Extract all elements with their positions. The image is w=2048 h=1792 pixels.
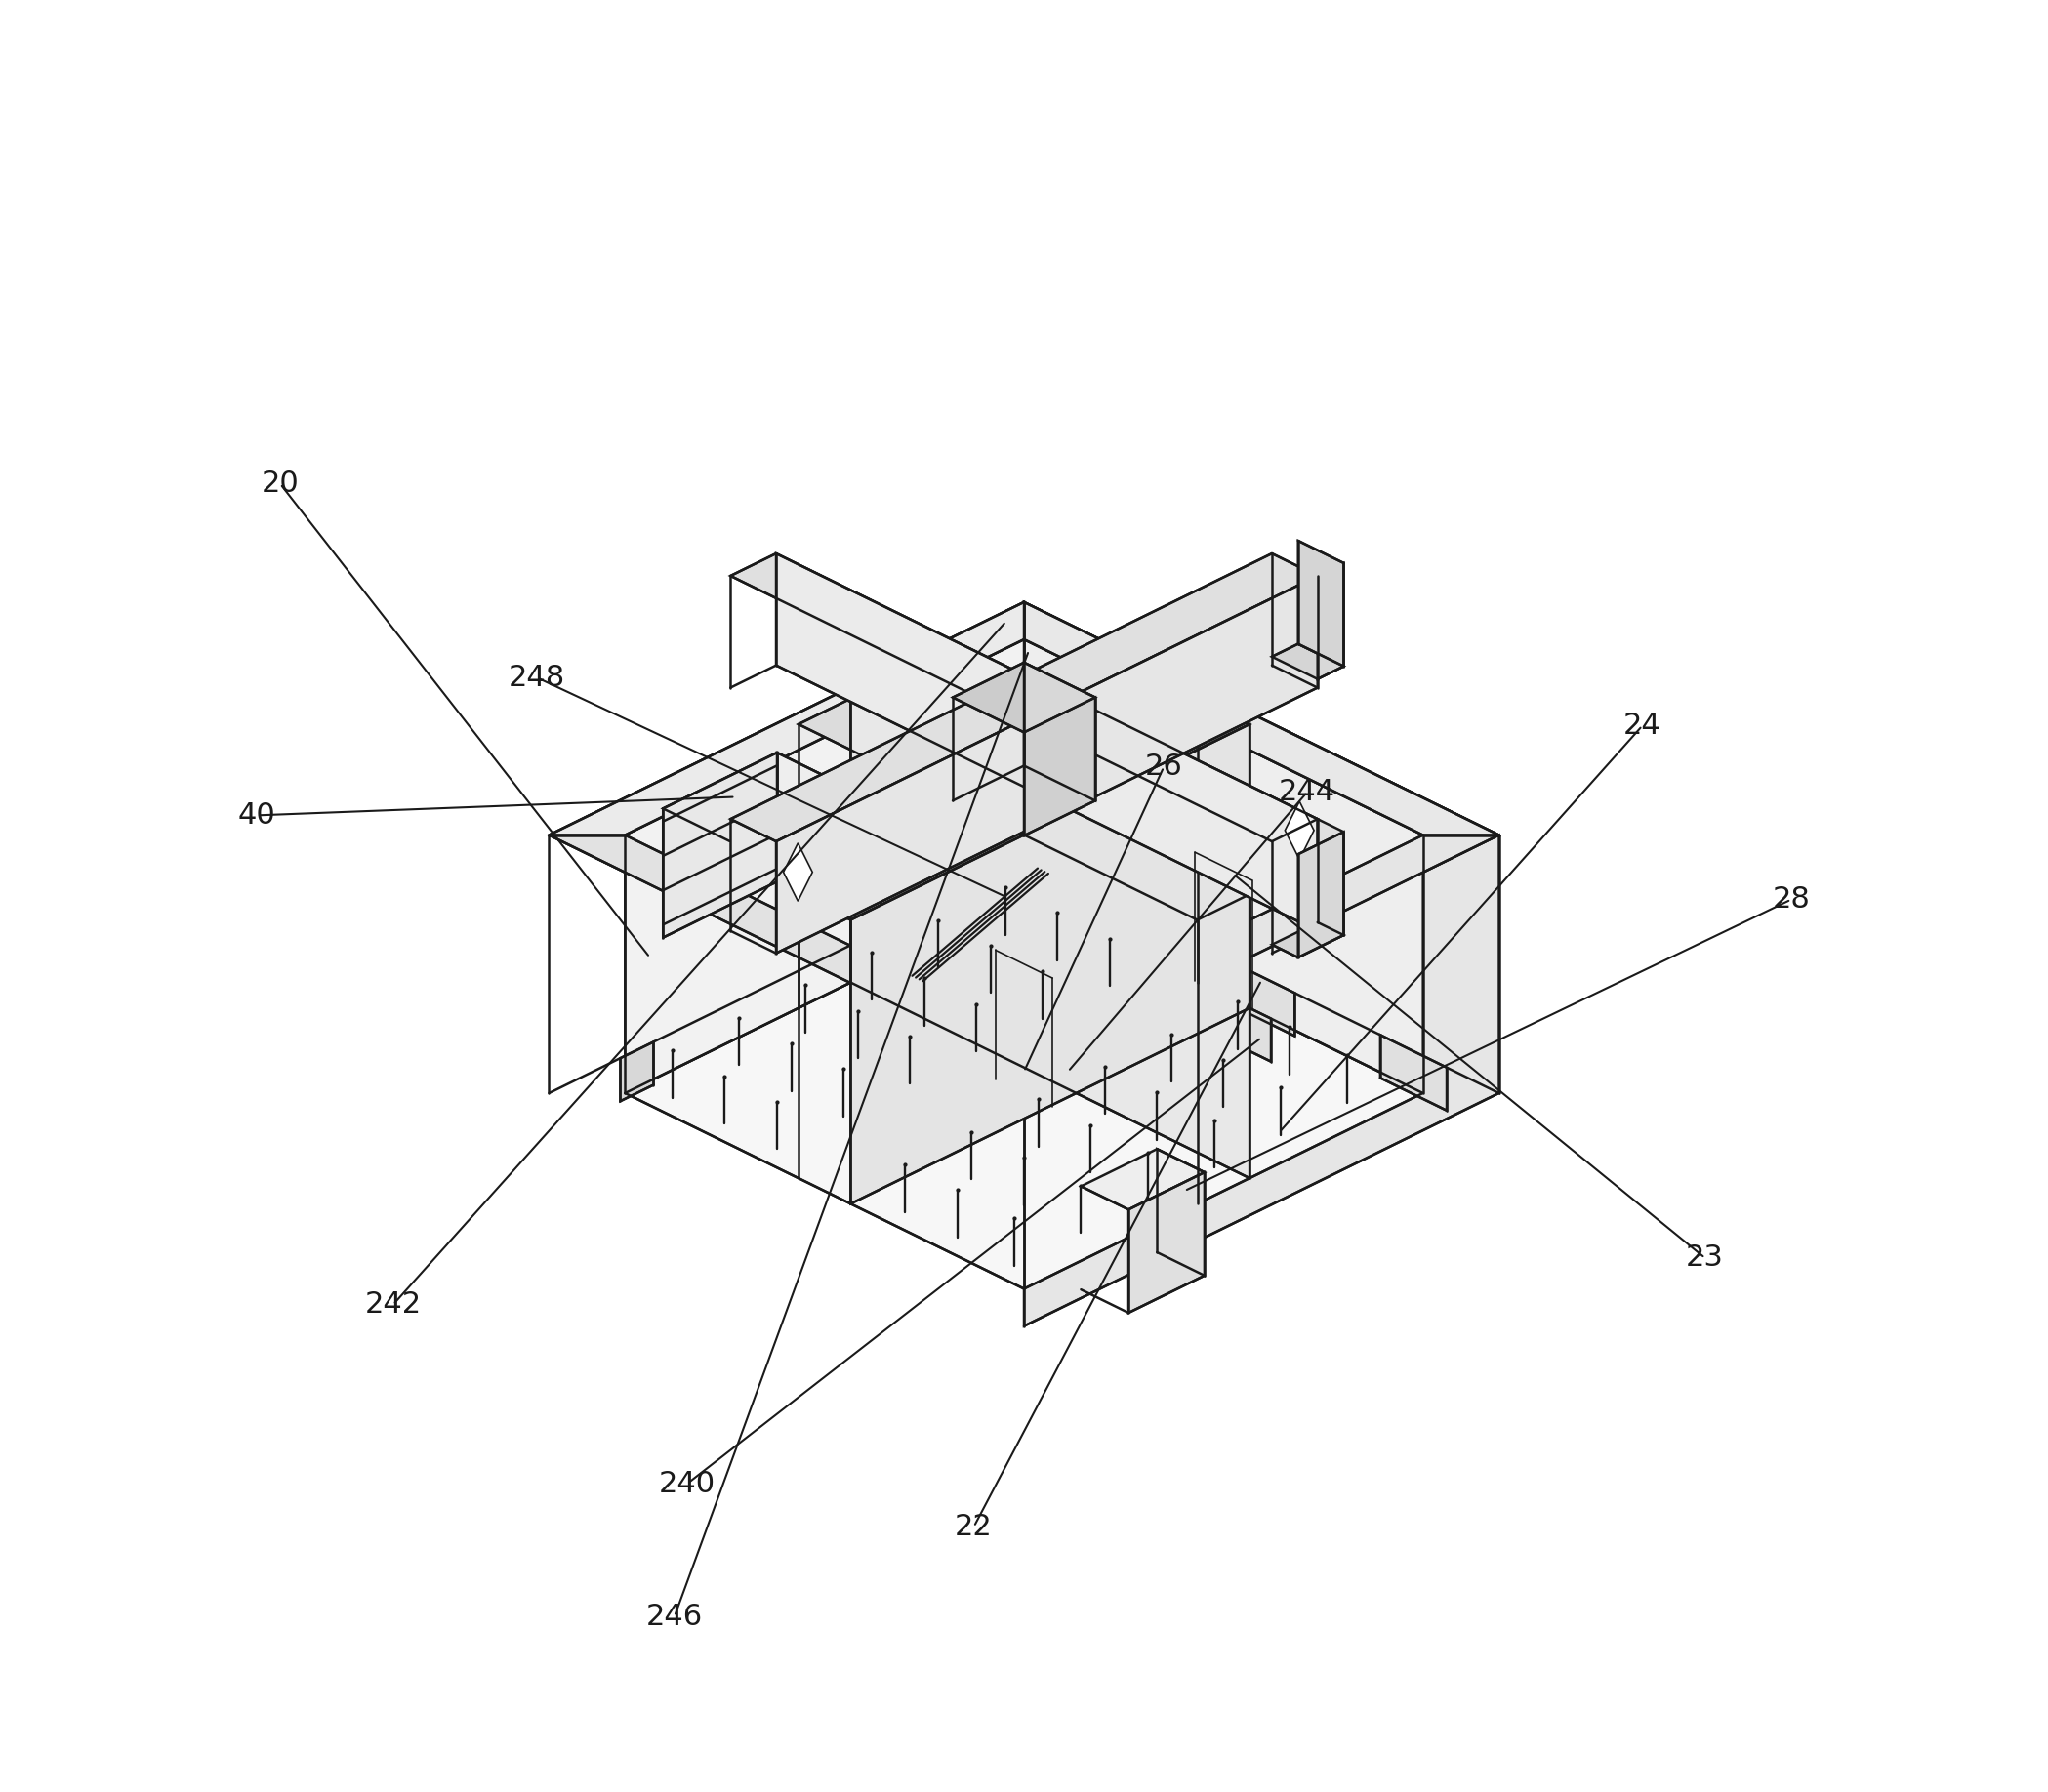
Polygon shape <box>1317 563 1343 679</box>
Text: 26: 26 <box>1145 753 1182 781</box>
Polygon shape <box>1024 835 1499 1068</box>
Polygon shape <box>1024 835 1499 1326</box>
Polygon shape <box>1128 1172 1204 1314</box>
Polygon shape <box>776 554 1317 930</box>
Text: 248: 248 <box>508 663 565 692</box>
Polygon shape <box>1272 643 1343 679</box>
Polygon shape <box>1081 1149 1204 1210</box>
Polygon shape <box>549 602 1024 835</box>
Polygon shape <box>549 602 1499 1068</box>
Polygon shape <box>799 699 1249 919</box>
Text: 20: 20 <box>262 470 299 498</box>
Polygon shape <box>784 842 813 901</box>
Polygon shape <box>776 753 844 914</box>
Polygon shape <box>952 663 1096 733</box>
Polygon shape <box>731 554 1317 842</box>
Polygon shape <box>1233 1000 1272 1061</box>
Text: 22: 22 <box>954 1512 993 1541</box>
Polygon shape <box>1176 971 1214 1034</box>
Polygon shape <box>625 640 1024 1093</box>
Polygon shape <box>1229 961 1294 1036</box>
Polygon shape <box>1024 602 1499 1093</box>
Polygon shape <box>1077 885 1143 961</box>
Text: 246: 246 <box>645 1602 702 1631</box>
Polygon shape <box>1157 1149 1204 1276</box>
Text: 28: 28 <box>1772 885 1810 914</box>
Text: 23: 23 <box>1686 1244 1724 1272</box>
Polygon shape <box>1024 640 1423 1093</box>
Polygon shape <box>1298 541 1343 667</box>
Text: 40: 40 <box>238 801 276 830</box>
Text: 240: 240 <box>659 1469 715 1498</box>
Polygon shape <box>850 724 1249 1204</box>
Polygon shape <box>1284 801 1315 860</box>
Text: 242: 242 <box>365 1290 422 1319</box>
Polygon shape <box>731 554 1317 842</box>
Polygon shape <box>664 753 844 840</box>
Text: 244: 244 <box>1278 778 1335 806</box>
Polygon shape <box>1024 663 1096 801</box>
Polygon shape <box>549 835 1024 1068</box>
Polygon shape <box>625 898 1423 1288</box>
Polygon shape <box>1024 697 1096 835</box>
Polygon shape <box>1380 1036 1446 1111</box>
Polygon shape <box>850 699 1249 1177</box>
Polygon shape <box>621 1041 653 1100</box>
Polygon shape <box>1024 602 1499 835</box>
Text: 24: 24 <box>1624 711 1661 740</box>
Polygon shape <box>887 912 920 971</box>
Polygon shape <box>799 699 1249 919</box>
Polygon shape <box>1272 923 1343 957</box>
Polygon shape <box>1317 819 1343 935</box>
Polygon shape <box>1298 831 1343 957</box>
Polygon shape <box>664 753 776 937</box>
Polygon shape <box>776 575 1317 953</box>
